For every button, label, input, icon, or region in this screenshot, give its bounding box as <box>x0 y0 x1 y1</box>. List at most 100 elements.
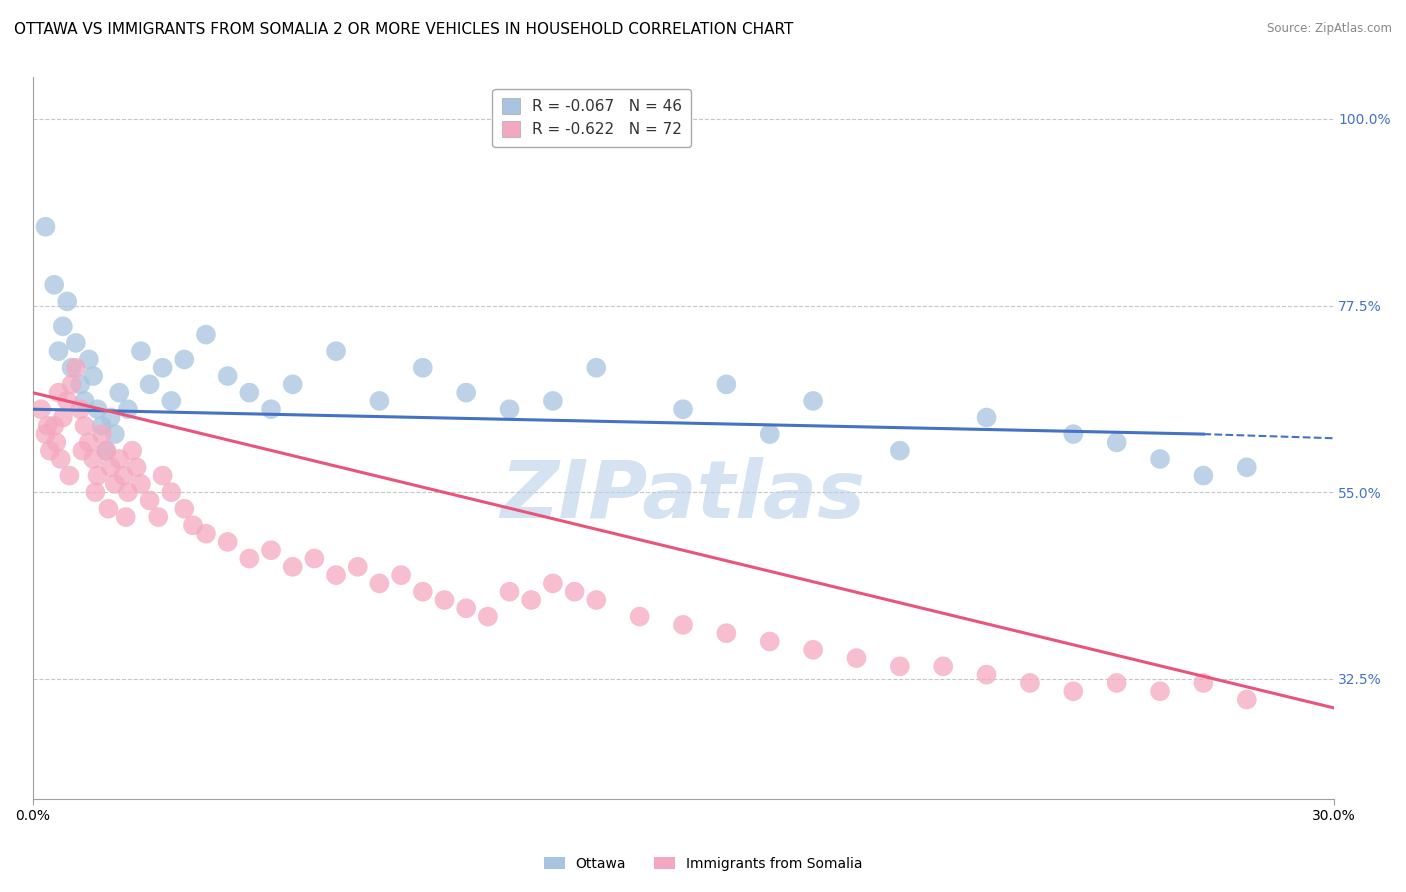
Point <box>86 402 108 417</box>
Point <box>433 593 456 607</box>
Point <box>498 402 520 417</box>
Point <box>73 418 96 433</box>
Point <box>56 393 79 408</box>
Point <box>114 510 136 524</box>
Point <box>801 642 824 657</box>
Point <box>628 609 651 624</box>
Point <box>152 360 174 375</box>
Point <box>45 435 67 450</box>
Point <box>173 352 195 367</box>
Point <box>90 418 112 433</box>
Point <box>129 344 152 359</box>
Point <box>456 601 478 615</box>
Point <box>77 435 100 450</box>
Point <box>1105 435 1128 450</box>
Point <box>86 468 108 483</box>
Point <box>173 501 195 516</box>
Legend: Ottawa, Immigrants from Somalia: Ottawa, Immigrants from Somalia <box>538 851 868 876</box>
Point <box>456 385 478 400</box>
Legend: R = -0.067   N = 46, R = -0.622   N = 72: R = -0.067 N = 46, R = -0.622 N = 72 <box>492 88 692 146</box>
Point <box>97 501 120 516</box>
Point <box>82 369 104 384</box>
Point <box>104 427 127 442</box>
Point <box>37 418 59 433</box>
Point <box>129 476 152 491</box>
Point <box>60 360 83 375</box>
Point <box>672 402 695 417</box>
Point <box>44 277 66 292</box>
Point <box>181 518 204 533</box>
Point <box>194 327 217 342</box>
Point <box>1192 468 1215 483</box>
Point <box>108 452 131 467</box>
Point <box>1105 676 1128 690</box>
Point <box>34 427 56 442</box>
Point <box>60 377 83 392</box>
Point <box>585 593 607 607</box>
Point <box>1062 427 1084 442</box>
Point <box>281 377 304 392</box>
Point <box>104 476 127 491</box>
Point <box>325 568 347 582</box>
Point <box>108 385 131 400</box>
Point <box>138 493 160 508</box>
Point <box>56 294 79 309</box>
Point <box>325 344 347 359</box>
Point <box>160 485 183 500</box>
Point <box>281 559 304 574</box>
Point <box>585 360 607 375</box>
Point <box>238 385 260 400</box>
Point <box>976 667 998 681</box>
Point <box>368 393 391 408</box>
Point <box>932 659 955 673</box>
Point <box>58 468 80 483</box>
Point <box>716 377 738 392</box>
Point <box>65 360 87 375</box>
Point <box>69 377 91 392</box>
Point <box>96 443 118 458</box>
Point <box>976 410 998 425</box>
Point <box>52 319 75 334</box>
Point <box>152 468 174 483</box>
Point <box>520 593 543 607</box>
Text: Source: ZipAtlas.com: Source: ZipAtlas.com <box>1267 22 1392 36</box>
Point <box>77 352 100 367</box>
Point <box>69 402 91 417</box>
Point <box>65 335 87 350</box>
Point <box>889 659 911 673</box>
Point <box>49 452 72 467</box>
Point <box>82 452 104 467</box>
Point <box>564 584 586 599</box>
Point <box>1236 460 1258 475</box>
Point <box>194 526 217 541</box>
Point <box>389 568 412 582</box>
Point <box>1019 676 1042 690</box>
Point <box>44 418 66 433</box>
Point <box>412 360 434 375</box>
Point <box>34 219 56 234</box>
Point <box>117 402 139 417</box>
Point <box>1149 684 1171 698</box>
Point <box>1062 684 1084 698</box>
Point <box>346 559 368 574</box>
Point <box>48 344 70 359</box>
Point <box>90 427 112 442</box>
Point <box>541 576 564 591</box>
Point <box>38 443 60 458</box>
Point <box>758 634 780 648</box>
Point <box>260 543 283 558</box>
Point <box>260 402 283 417</box>
Point <box>112 468 135 483</box>
Point <box>716 626 738 640</box>
Point <box>801 393 824 408</box>
Text: ZIPatlas: ZIPatlas <box>501 457 866 535</box>
Point <box>100 410 122 425</box>
Point <box>52 410 75 425</box>
Point <box>412 584 434 599</box>
Point <box>845 651 868 665</box>
Point <box>30 402 52 417</box>
Point <box>48 385 70 400</box>
Point <box>1236 692 1258 706</box>
Point <box>121 443 143 458</box>
Point <box>148 510 170 524</box>
